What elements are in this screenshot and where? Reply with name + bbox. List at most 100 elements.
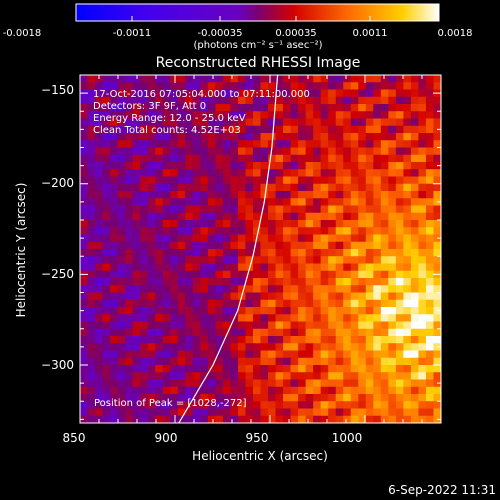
heatmap-cell xyxy=(268,408,277,417)
heatmap-cell xyxy=(433,328,441,337)
heatmap-cell xyxy=(207,104,216,112)
heatmap-cell xyxy=(230,263,239,272)
heatmap-cell xyxy=(373,307,382,315)
heatmap-cell xyxy=(320,379,329,388)
heatmap-cell xyxy=(365,227,374,236)
heatmap-cell xyxy=(80,357,89,366)
heatmap-cell xyxy=(358,89,367,98)
heatmap-cell xyxy=(320,263,329,272)
heatmap-cell xyxy=(252,285,262,294)
heatmap-cell xyxy=(433,263,441,272)
heatmap-cell xyxy=(192,212,201,221)
heatmap-cell xyxy=(87,343,96,352)
heatmap-cell xyxy=(365,162,374,170)
heatmap-cell xyxy=(320,162,329,170)
heatmap-cell xyxy=(125,82,134,91)
heatmap-cell xyxy=(102,169,111,178)
heatmap-cell xyxy=(305,133,314,141)
x-tick-label-900: 900 xyxy=(155,431,178,445)
heatmap-cell xyxy=(95,343,104,352)
heatmap-cell xyxy=(80,162,89,170)
heatmap-cell xyxy=(132,111,141,120)
heatmap-cell xyxy=(132,256,141,265)
heatmap-cell xyxy=(410,336,420,344)
heatmap-cell xyxy=(313,176,322,185)
heatmap-cell xyxy=(335,212,344,221)
heatmap-cell xyxy=(335,147,344,156)
heatmap-cell xyxy=(365,336,374,344)
heatmap-cell xyxy=(313,263,322,272)
heatmap-cell xyxy=(260,249,269,257)
heatmap-cell xyxy=(320,220,329,228)
heatmap-cell xyxy=(388,227,397,236)
heatmap-cell xyxy=(298,89,307,98)
heatmap-cell xyxy=(87,249,96,257)
heatmap-cell xyxy=(320,307,329,315)
heatmap-cell xyxy=(260,96,269,105)
annotation-algorithm: Clean Total counts: 4.52E+03 xyxy=(93,125,241,136)
heatmap-cell xyxy=(222,198,232,207)
heatmap-cell xyxy=(343,263,352,272)
heatmap-cell xyxy=(388,372,397,381)
heatmap-cell xyxy=(245,133,254,141)
heatmap-cell xyxy=(185,133,194,141)
heatmap-cell xyxy=(102,307,111,315)
heatmap-cell xyxy=(283,328,292,337)
heatmap-cell xyxy=(350,263,359,272)
heatmap-cell xyxy=(433,111,441,120)
heatmap-cell xyxy=(162,176,171,185)
heatmap-cell xyxy=(117,357,126,366)
heatmap-cell xyxy=(268,162,277,170)
annotation-detectors: Detectors: 3F 9F, Att 0 xyxy=(93,101,206,112)
heatmap-cell xyxy=(80,140,89,149)
heatmap-cell xyxy=(132,343,141,352)
heatmap-cell xyxy=(260,111,269,120)
heatmap-cell xyxy=(275,89,284,98)
heatmap-cell xyxy=(260,270,269,279)
heatmap-cell xyxy=(230,104,239,112)
heatmap-cell xyxy=(245,125,254,134)
heatmap-cell xyxy=(298,357,307,366)
heatmap-cell xyxy=(298,350,307,359)
heatmap-cell xyxy=(433,401,441,410)
heatmap-cell xyxy=(185,249,194,257)
heatmap-cell xyxy=(155,314,164,323)
heatmap-cell xyxy=(373,234,382,243)
heatmap-cell xyxy=(207,328,216,337)
heatmap-cell xyxy=(275,336,284,344)
heatmap-cell xyxy=(95,278,104,286)
heatmap-cell xyxy=(155,415,164,423)
heatmap-cell xyxy=(155,205,164,214)
heatmap-cell xyxy=(320,336,329,344)
heatmap-cell xyxy=(200,227,209,236)
heatmap-cell xyxy=(170,154,179,163)
heatmap-cell xyxy=(260,307,269,315)
heatmap-cell xyxy=(395,104,404,112)
heatmap-cell xyxy=(365,394,374,402)
heatmap-cell xyxy=(170,278,179,286)
heatmap-cell xyxy=(132,133,141,141)
heatmap-cell xyxy=(185,350,194,359)
heatmap-cell xyxy=(418,104,427,112)
heatmap-cell xyxy=(275,365,284,373)
heatmap-cell xyxy=(418,314,427,323)
heatmap-cell xyxy=(80,278,89,286)
heatmap-cell xyxy=(343,176,352,185)
heatmap-cell xyxy=(102,220,111,228)
heatmap-cell xyxy=(425,350,435,359)
heatmap-cell xyxy=(177,357,186,366)
heatmap-cell xyxy=(237,198,247,207)
heatmap-cell xyxy=(80,299,89,308)
heatmap-cell xyxy=(192,394,201,402)
heatmap-cell xyxy=(102,415,111,423)
heatmap-cell xyxy=(380,379,389,388)
heatmap-cell xyxy=(320,147,329,156)
heatmap-cell xyxy=(185,234,194,243)
heatmap-cell xyxy=(132,350,141,359)
heatmap-cell xyxy=(222,205,232,214)
heatmap-cell xyxy=(388,321,397,330)
heatmap-cell xyxy=(125,336,134,344)
heatmap-cell xyxy=(410,162,420,170)
heatmap-cell xyxy=(290,169,299,178)
heatmap-cell xyxy=(275,118,284,127)
